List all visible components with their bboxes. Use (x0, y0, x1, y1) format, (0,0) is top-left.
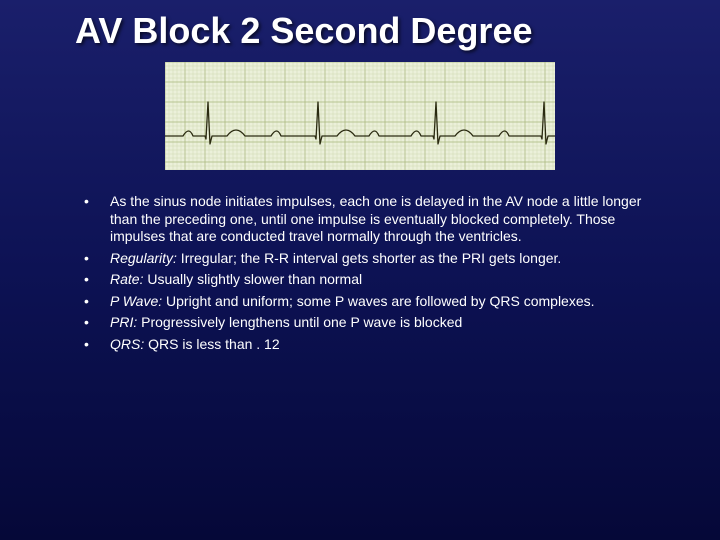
ecg-trace (165, 62, 555, 170)
bullet-list: As the sinus node initiates impulses, ea… (80, 193, 660, 353)
bullet-term: P Wave: (110, 293, 162, 309)
bullet-term: Regularity: (110, 250, 177, 266)
list-item: P Wave: Upright and uniform; some P wave… (80, 293, 660, 311)
list-item: As the sinus node initiates impulses, ea… (80, 193, 660, 246)
list-item: PRI: Progressively lengthens until one P… (80, 314, 660, 332)
bullet-term: PRI: (110, 314, 137, 330)
bullet-text: Usually slightly slower than normal (143, 271, 362, 287)
slide-title: AV Block 2 Second Degree (75, 10, 670, 52)
slide: AV Block 2 Second Degree As the sinus no… (0, 0, 720, 540)
ecg-strip (165, 62, 555, 170)
list-item: Rate: Usually slightly slower than norma… (80, 271, 660, 289)
bullet-text: Upright and uniform; some P waves are fo… (162, 293, 594, 309)
bullet-text: Irregular; the R-R interval gets shorter… (177, 250, 561, 266)
ecg-container (50, 62, 670, 175)
bullet-term: QRS: (110, 336, 144, 352)
list-item: Regularity: Irregular; the R-R interval … (80, 250, 660, 268)
list-item: QRS: QRS is less than . 12 (80, 336, 660, 354)
bullet-term: Rate: (110, 271, 143, 287)
bullet-text: As the sinus node initiates impulses, ea… (110, 193, 641, 244)
bullet-text: Progressively lengthens until one P wave… (137, 314, 462, 330)
bullet-text: QRS is less than . 12 (144, 336, 279, 352)
